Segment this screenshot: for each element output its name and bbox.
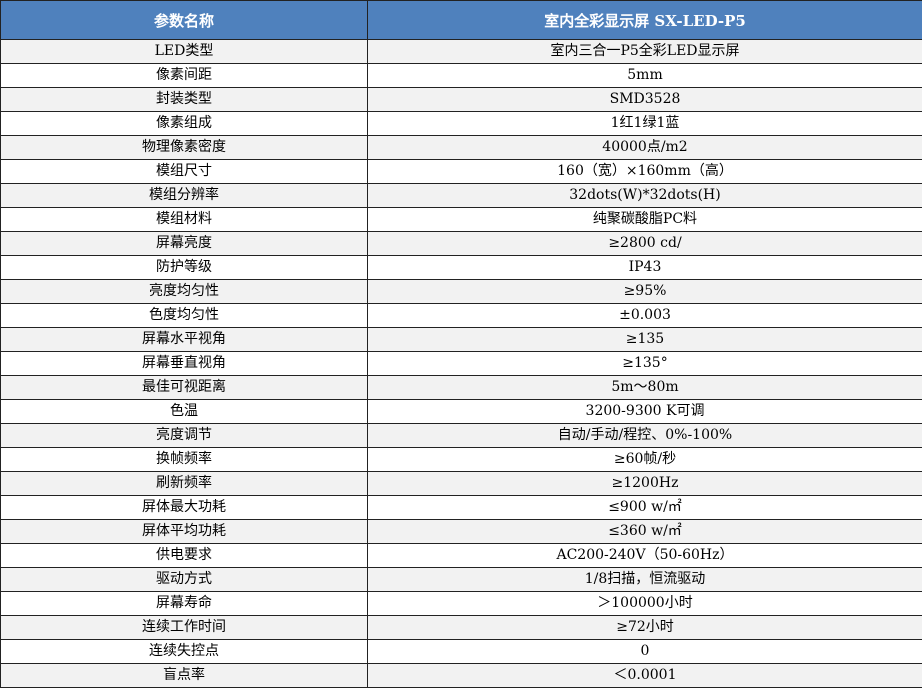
header-product-name: 室内全彩显示屏 SX-LED-P5	[367, 0, 922, 40]
param-value-cell: ±0.003	[367, 303, 922, 328]
param-value-cell: SMD3528	[367, 87, 922, 112]
param-name-cell: 色度均匀性	[0, 303, 368, 328]
table-row: 屏幕水平视角 ≥135	[0, 327, 922, 352]
param-value-cell: 3200-9300 K可调	[367, 399, 922, 424]
param-value-cell: ≥2800 cd/	[367, 231, 922, 256]
param-name-cell: 模组尺寸	[0, 159, 368, 184]
param-value-cell: 纯聚碳酸脂PC料	[367, 207, 922, 232]
param-name-cell: 连续工作时间	[0, 615, 368, 640]
table-row: 色温 3200-9300 K可调	[0, 399, 922, 424]
param-value-cell: 32dots(W)*32dots(H)	[367, 183, 922, 208]
param-value-cell: ≥95%	[367, 279, 922, 304]
table-row: 亮度均匀性 ≥95%	[0, 279, 922, 304]
table-row: 屏体平均功耗 ≤360 w/㎡	[0, 519, 922, 544]
param-value-cell: ≥60帧/秒	[367, 447, 922, 472]
param-value-cell: AC200-240V（50-60Hz）	[367, 543, 922, 568]
param-value-cell: 160（宽）×160mm（高）	[367, 159, 922, 184]
param-name-cell: 屏幕寿命	[0, 591, 368, 616]
param-name-cell: 连续失控点	[0, 639, 368, 664]
table-row: 屏幕垂直视角 ≥135°	[0, 351, 922, 376]
param-name-cell: 色温	[0, 399, 368, 424]
param-name-cell: 驱动方式	[0, 567, 368, 592]
table-row: 盲点率 ＜0.0001	[0, 663, 922, 688]
table-row: 驱动方式 1/8扫描，恒流驱动	[0, 567, 922, 592]
table-row: 亮度调节 自动/手动/程控、0%-100%	[0, 423, 922, 448]
table-row: 模组尺寸 160（宽）×160mm（高）	[0, 159, 922, 184]
table-row: 模组材料 纯聚碳酸脂PC料	[0, 207, 922, 232]
table-row: 屏幕亮度 ≥2800 cd/	[0, 231, 922, 256]
table-row: 连续失控点 0	[0, 639, 922, 664]
table-row: 防护等级 IP43	[0, 255, 922, 280]
table-row: 屏体最大功耗 ≤900 w/㎡	[0, 495, 922, 520]
param-value-cell: ≥1200Hz	[367, 471, 922, 496]
table-body: LED类型 室内三合一P5全彩LED显示屏 像素间距 5mm 封装类型 SMD3528 像素…	[0, 39, 922, 688]
param-name-cell: 盲点率	[0, 663, 368, 688]
table-row: LED类型 室内三合一P5全彩LED显示屏	[0, 39, 922, 64]
param-name-cell: 防护等级	[0, 255, 368, 280]
param-name-cell: 亮度均匀性	[0, 279, 368, 304]
param-name-cell: 模组分辨率	[0, 183, 368, 208]
param-value-cell: 1红1绿1蓝	[367, 111, 922, 136]
param-name-cell: 供电要求	[0, 543, 368, 568]
param-name-cell: 物理像素密度	[0, 135, 368, 160]
table-row: 色度均匀性 ±0.003	[0, 303, 922, 328]
table-row: 像素间距 5mm	[0, 63, 922, 88]
param-value-cell: 0	[367, 639, 922, 664]
param-name-cell: 像素组成	[0, 111, 368, 136]
param-value-cell: ＞100000小时	[367, 591, 922, 616]
param-name-cell: 屏幕水平视角	[0, 327, 368, 352]
param-name-cell: 换帧频率	[0, 447, 368, 472]
table-row: 连续工作时间 ≥72小时	[0, 615, 922, 640]
param-name-cell: 屏幕垂直视角	[0, 351, 368, 376]
param-value-cell: ≥135°	[367, 351, 922, 376]
param-name-cell: 模组材料	[0, 207, 368, 232]
table-row: 物理像素密度 40000点/m2	[0, 135, 922, 160]
param-value-cell: ＜0.0001	[367, 663, 922, 688]
param-name-cell: 屏体平均功耗	[0, 519, 368, 544]
param-name-cell: 最佳可视距离	[0, 375, 368, 400]
param-value-cell: 5mm	[367, 63, 922, 88]
table-row: 换帧频率 ≥60帧/秒	[0, 447, 922, 472]
param-name-cell: 像素间距	[0, 63, 368, 88]
param-value-cell: 5m～80m	[367, 375, 922, 400]
param-name-cell: LED类型	[0, 39, 368, 64]
param-value-cell: ≤900 w/㎡	[367, 495, 922, 520]
table-row: 模组分辨率 32dots(W)*32dots(H)	[0, 183, 922, 208]
header-param-name: 参数名称	[0, 0, 368, 40]
header-row: 参数名称 室内全彩显示屏 SX-LED-P5	[0, 0, 922, 40]
param-name-cell: 屏幕亮度	[0, 231, 368, 256]
table-row: 供电要求 AC200-240V（50-60Hz）	[0, 543, 922, 568]
param-name-cell: 刷新频率	[0, 471, 368, 496]
param-value-cell: ≥135	[367, 327, 922, 352]
table-row: 像素组成 1红1绿1蓝	[0, 111, 922, 136]
param-name-cell: 亮度调节	[0, 423, 368, 448]
param-value-cell: 自动/手动/程控、0%-100%	[367, 423, 922, 448]
table-row: 刷新频率 ≥1200Hz	[0, 471, 922, 496]
param-value-cell: IP43	[367, 255, 922, 280]
table-row: 最佳可视距离 5m～80m	[0, 375, 922, 400]
param-value-cell: ≥72小时	[367, 615, 922, 640]
param-value-cell: 室内三合一P5全彩LED显示屏	[367, 39, 922, 64]
param-value-cell: ≤360 w/㎡	[367, 519, 922, 544]
param-name-cell: 屏体最大功耗	[0, 495, 368, 520]
table-row: 封装类型 SMD3528	[0, 87, 922, 112]
param-value-cell: 1/8扫描，恒流驱动	[367, 567, 922, 592]
param-name-cell: 封装类型	[0, 87, 368, 112]
param-value-cell: 40000点/m2	[367, 135, 922, 160]
table-row: 屏幕寿命 ＞100000小时	[0, 591, 922, 616]
